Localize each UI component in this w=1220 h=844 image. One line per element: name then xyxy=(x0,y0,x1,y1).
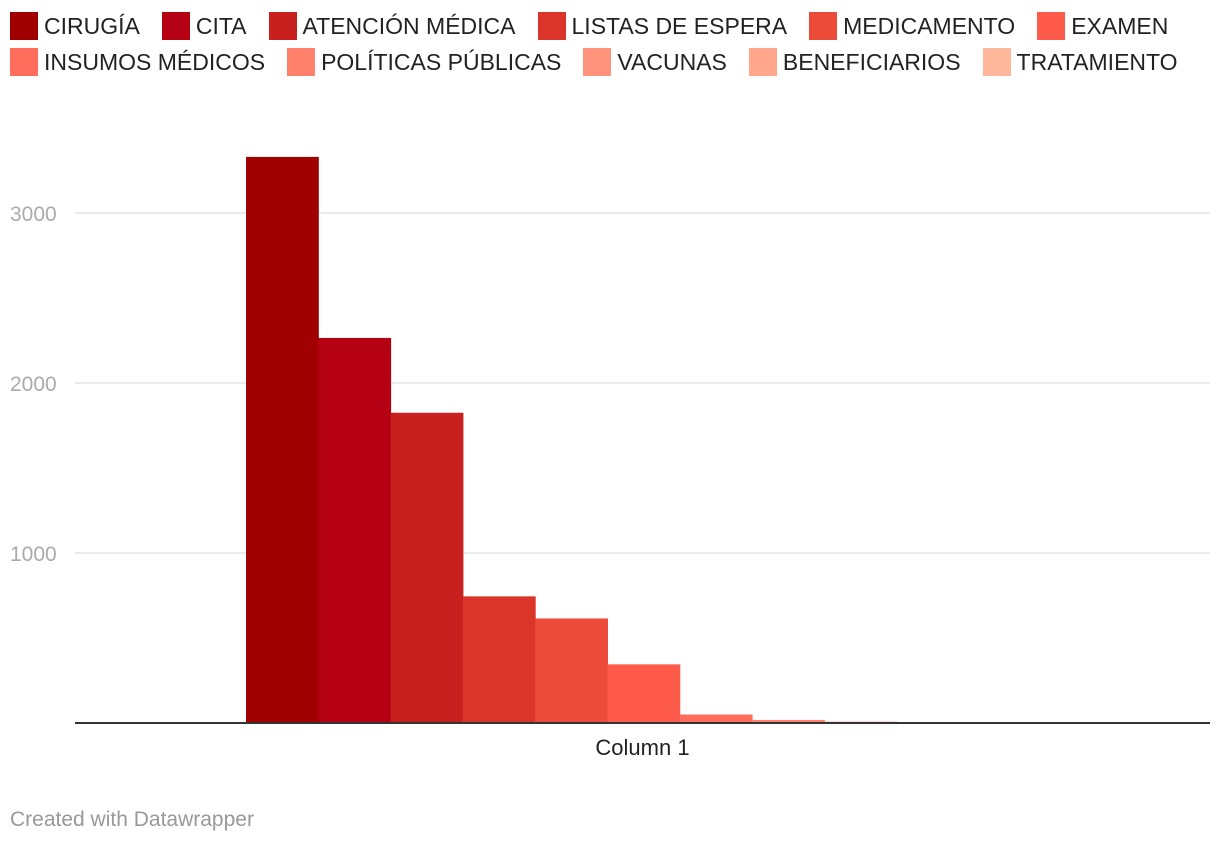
legend-item: INSUMOS MÉDICOS xyxy=(10,46,265,78)
bar xyxy=(535,618,608,723)
bar xyxy=(390,412,464,723)
legend-swatch xyxy=(10,12,38,40)
legend-label: VACUNAS xyxy=(617,48,727,75)
legend-swatch xyxy=(982,48,1011,76)
legend-swatch xyxy=(748,48,777,76)
legend-item: POLÍTICAS PÚBLICAS xyxy=(287,46,561,78)
legend-swatch xyxy=(1037,12,1066,40)
y-tick-label: 2000 xyxy=(10,373,57,396)
y-tick-label: 1000 xyxy=(10,543,57,566)
legend-label: CITA xyxy=(195,12,247,39)
legend-swatch xyxy=(287,48,316,76)
legend-label: BENEFICIARIOS xyxy=(782,48,961,75)
legend-label: POLÍTICAS PÚBLICAS xyxy=(321,48,562,75)
bar xyxy=(679,714,753,723)
legend-item: CIRUGÍA xyxy=(10,10,140,42)
legend-item: ATENCIÓN MÉDICA xyxy=(268,10,516,42)
legend-item: VACUNAS xyxy=(583,46,727,78)
datawrapper-credit: Created with Datawrapper xyxy=(10,808,254,831)
legend-swatch xyxy=(268,12,297,40)
bar xyxy=(462,596,536,723)
legend-swatch xyxy=(537,12,566,40)
legend-label: MEDICAMENTO xyxy=(843,12,1016,39)
bar xyxy=(246,156,319,723)
y-tick-label: 3000 xyxy=(10,203,57,226)
legend-item: EXAMEN xyxy=(1037,10,1168,42)
legend-item: LISTAS DE ESPERA xyxy=(537,10,788,42)
legend-swatch xyxy=(583,48,612,76)
legend-swatch xyxy=(809,12,838,40)
legend-label: CIRUGÍA xyxy=(44,12,140,39)
legend-swatch xyxy=(161,12,190,40)
legend-item: BENEFICIARIOS xyxy=(748,46,961,78)
legend-swatch xyxy=(10,48,38,76)
x-category-label: Column 1 xyxy=(595,735,689,760)
legend-label: ATENCIÓN MÉDICA xyxy=(302,12,516,39)
bar xyxy=(318,337,392,723)
legend-label: EXAMEN xyxy=(1071,12,1169,39)
legend-label: LISTAS DE ESPERA xyxy=(571,12,788,39)
legend-item: CITA xyxy=(161,10,247,42)
legend-item: TRATAMIENTO xyxy=(982,46,1178,78)
legend-label: INSUMOS MÉDICOS xyxy=(44,48,266,75)
legend-item: MEDICAMENTO xyxy=(809,10,1015,42)
chart-legend: CIRUGÍA CITA ATENCIÓN MÉDICA LISTAS DE ESPE… xyxy=(10,10,1210,78)
bar xyxy=(752,719,825,723)
bar xyxy=(607,664,681,723)
legend-label: TRATAMIENTO xyxy=(1016,48,1178,75)
